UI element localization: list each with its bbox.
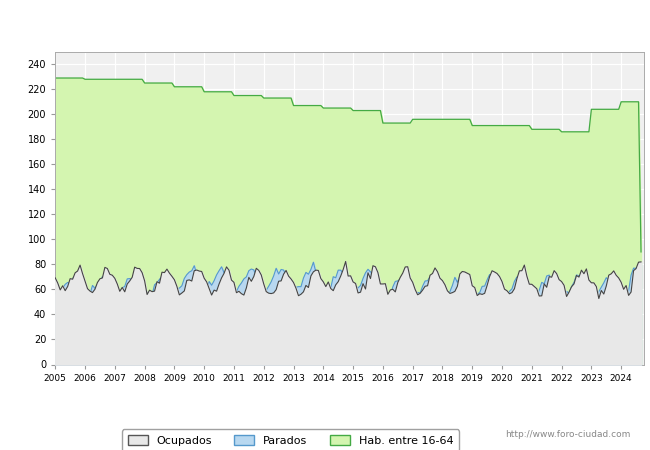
Text: http://www.foro-ciudad.com: http://www.foro-ciudad.com — [505, 430, 630, 439]
Legend: Ocupados, Parados, Hab. entre 16-64: Ocupados, Parados, Hab. entre 16-64 — [122, 429, 459, 450]
Text: Loarre - Evolucion de la poblacion en edad de Trabajar Septiembre de 2024: Loarre - Evolucion de la poblacion en ed… — [75, 16, 575, 29]
